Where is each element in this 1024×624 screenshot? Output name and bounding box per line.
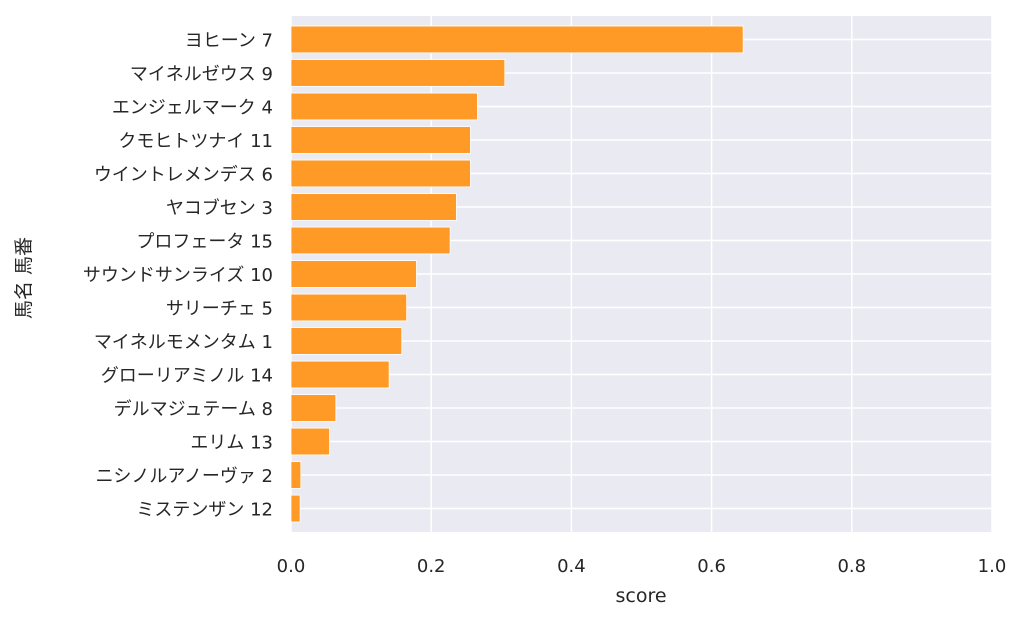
x-tick-label: 1.0 [978,556,1007,577]
x-tick-label: 0.2 [417,556,446,577]
bar [290,494,301,523]
bar [290,126,471,154]
y-tick-label: クモヒトツナイ 11 [118,131,273,152]
y-tick-label: ウイントレメンデス 6 [94,164,273,185]
bar [290,360,390,389]
bar [290,394,337,422]
x-axis-label: score [615,585,666,607]
bar [290,92,478,121]
y-tick-label: ニシノルアノーヴァ 2 [95,466,273,487]
bar [290,193,457,221]
bar [290,327,403,355]
bar [290,293,408,322]
x-tick-label: 0.0 [277,556,306,577]
bars [290,25,744,523]
y-tick-label: エリム 13 [190,433,273,454]
y-tick-label: ヨヒーン 7 [185,30,273,51]
bar [290,159,471,188]
y-tick-label: ヤコブセン 3 [166,197,273,219]
y-tick-labels: ヨヒーン 7 マイネルゼウス 9 エンジェルマーク 4 クモヒトツナイ 11 ウイントレ… [83,30,273,520]
y-tick-label: グローリアミノル 14 [101,366,273,387]
y-tick-label: デルマジュテーム 8 [114,399,273,420]
x-tick-label: 0.6 [697,556,726,577]
y-tick-label: サウンドサンライズ 10 [83,265,273,286]
bar [290,59,506,87]
bar [290,226,451,255]
y-tick-label: マイネルゼウス 9 [130,64,273,85]
bar [290,25,744,54]
y-tick-label: ミステンザン 12 [136,500,273,521]
y-tick-label: プロフェータ 15 [136,231,273,252]
x-tick-label: 0.4 [557,556,586,577]
y-tick-label: マイネルモメンタム 1 [94,332,273,353]
y-tick-label: エンジェルマーク 4 [112,97,273,118]
bar [290,260,417,288]
y-axis-label: 馬名 馬番 [13,237,35,319]
y-tick-label: サリーチェ 5 [166,299,273,320]
x-tick-labels: 0.0 0.2 0.4 0.6 0.8 1.0 [277,556,1007,577]
bar [290,461,302,489]
bar [290,427,330,456]
x-tick-label: 0.8 [837,556,866,577]
